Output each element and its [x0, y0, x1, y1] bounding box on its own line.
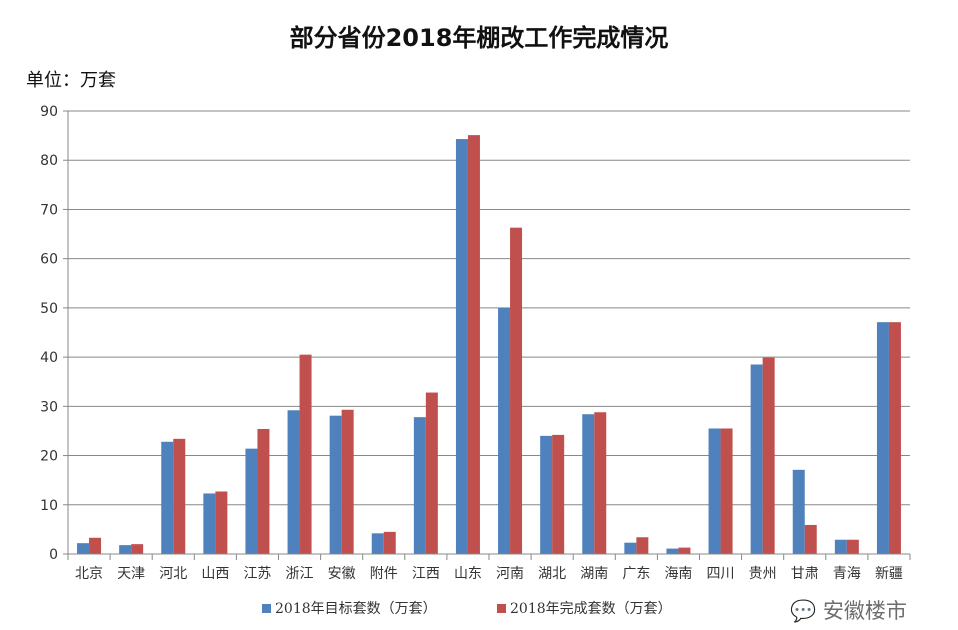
x-tick-label: 浙江 [286, 566, 314, 582]
y-tick-label: 90 [40, 104, 58, 120]
y-tick-label: 30 [40, 399, 58, 415]
y-tick-label: 20 [40, 449, 58, 465]
bar-target [750, 364, 763, 554]
bar-target [413, 417, 426, 554]
x-tick-label: 四川 [707, 566, 735, 582]
bar-completed [257, 428, 270, 554]
bar-target [708, 428, 721, 554]
y-tick-label: 70 [40, 202, 58, 218]
x-tick-label: 甘肃 [791, 566, 819, 582]
bar-target [245, 448, 258, 554]
bar-target [876, 322, 889, 554]
y-tick-label: 60 [40, 252, 58, 268]
x-tick-label: 贵州 [749, 566, 777, 582]
bar-target [455, 139, 468, 554]
bar-completed [678, 547, 691, 554]
bar-completed [89, 537, 102, 554]
watermark-text: 安徽楼市 [822, 599, 907, 623]
bar-completed [215, 491, 228, 554]
x-tick-label: 江西 [412, 566, 440, 582]
bar-completed [131, 544, 144, 554]
bar-target [498, 307, 511, 554]
bar-target [371, 533, 384, 554]
bar-completed [762, 357, 775, 554]
y-tick-label: 40 [40, 350, 58, 366]
bar-completed [383, 531, 396, 554]
bar-completed [467, 135, 480, 554]
x-tick-label: 江苏 [243, 566, 271, 582]
bar-target [77, 543, 90, 554]
bar-completed [510, 227, 523, 554]
x-tick-label: 河南 [496, 566, 524, 582]
bar-completed [720, 428, 733, 554]
y-tick-label: 50 [40, 301, 58, 317]
bar-target [582, 414, 595, 554]
x-tick-label: 河北 [159, 566, 187, 582]
bar-completed [552, 434, 565, 554]
bar-completed [299, 354, 312, 554]
bar-completed [804, 524, 817, 554]
x-tick-label: 天津 [117, 566, 145, 582]
legend-label: 2018年目标套数（万套） [275, 601, 437, 617]
x-tick-label: 广东 [622, 566, 650, 582]
x-tick-label: 山东 [454, 566, 482, 582]
x-tick-label: 新疆 [875, 566, 903, 582]
x-tick-label: 北京 [75, 566, 103, 582]
legend-swatch [497, 604, 506, 613]
x-tick-label: 湖北 [538, 566, 566, 582]
legend-label: 2018年完成套数（万套） [510, 601, 672, 617]
x-tick-label: 湖南 [580, 566, 608, 582]
bar-completed [594, 412, 607, 554]
bar-completed [341, 409, 354, 554]
x-tick-label: 青海 [833, 566, 861, 582]
x-tick-label: 山西 [201, 566, 229, 582]
bar-target [161, 441, 174, 554]
bar-completed [636, 537, 649, 554]
bar-target [792, 469, 805, 554]
bar-completed [846, 539, 859, 554]
y-tick-label: 10 [40, 498, 58, 514]
chart-title: 部分省份2018年棚改工作完成情况 [289, 24, 669, 52]
bar-target [203, 493, 216, 554]
x-tick-label: 海南 [664, 566, 692, 582]
watermark: 💬 安徽楼市 [790, 599, 907, 623]
bar-completed [425, 392, 438, 554]
bar-completed [173, 438, 186, 554]
bar-target [329, 415, 342, 554]
bar-target [119, 545, 132, 554]
wechat-icon: 💬 [790, 599, 817, 623]
bar-target [287, 410, 300, 554]
x-tick-label: 安徽 [328, 566, 356, 582]
legend-swatch [262, 604, 271, 613]
x-tick-label: 附件 [370, 566, 398, 582]
y-tick-label: 0 [49, 547, 58, 563]
y-tick-label: 80 [40, 153, 58, 169]
bar-target [624, 542, 637, 554]
bar-target [540, 435, 553, 554]
bar-target [666, 548, 679, 554]
bar-completed [888, 322, 901, 554]
unit-label: 单位：万套 [26, 70, 116, 91]
bar-target [834, 539, 847, 554]
